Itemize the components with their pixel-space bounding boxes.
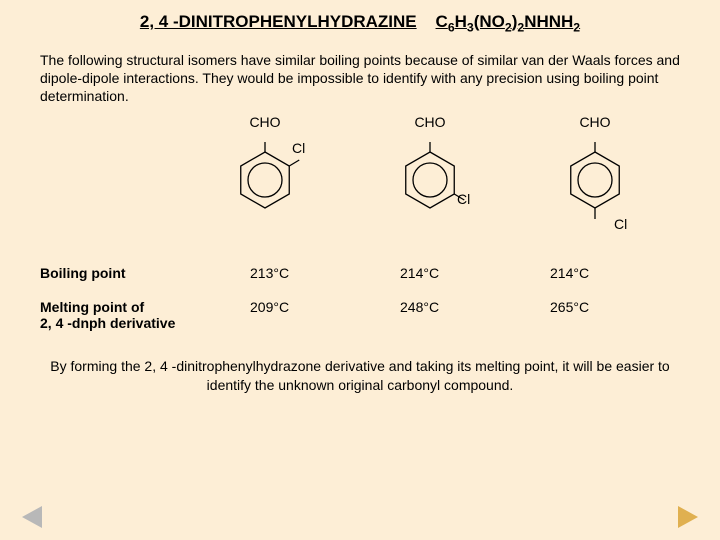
molecule-diagrams: CHO Cl CHO Cl CHO Cl <box>0 114 720 259</box>
nav-bar <box>0 506 720 528</box>
mp-ortho: 209°C <box>250 299 400 331</box>
property-table: Boiling point 213°C 214°C 214°C Melting … <box>0 259 720 331</box>
compound-formula: C6H3(NO2)2NHNH2 <box>436 12 581 31</box>
mp-meta: 248°C <box>400 299 550 331</box>
mp-row-label: Melting point of 2, 4 -dnph derivative <box>40 299 250 331</box>
benzene-ring-icon <box>540 130 650 230</box>
next-button[interactable] <box>678 506 698 528</box>
benzene-ring-icon <box>375 130 485 230</box>
prev-button[interactable] <box>22 506 42 528</box>
intro-text: The following structural isomers have si… <box>0 34 720 114</box>
bp-meta: 214°C <box>400 265 550 281</box>
cho-label: CHO <box>365 114 495 130</box>
molecule-para: CHO Cl <box>530 114 660 230</box>
cho-label: CHO <box>200 114 330 130</box>
compound-name: 2, 4 -DINITROPHENYLHYDRAZINE <box>140 12 417 31</box>
molecule-meta: CHO Cl <box>365 114 495 230</box>
cl-label: Cl <box>614 216 627 232</box>
mp-para: 265°C <box>550 299 700 331</box>
page-title: 2, 4 -DINITROPHENYLHYDRAZINE C6H3(NO2)2N… <box>0 0 720 34</box>
bp-para: 214°C <box>550 265 700 281</box>
cl-label: Cl <box>457 191 470 207</box>
cl-label: Cl <box>292 140 305 156</box>
cho-label: CHO <box>530 114 660 130</box>
bp-row-label: Boiling point <box>40 265 250 281</box>
outro-text: By forming the 2, 4 -dinitrophenylhydraz… <box>0 331 720 395</box>
molecule-ortho: CHO Cl <box>200 114 330 230</box>
bp-ortho: 213°C <box>250 265 400 281</box>
